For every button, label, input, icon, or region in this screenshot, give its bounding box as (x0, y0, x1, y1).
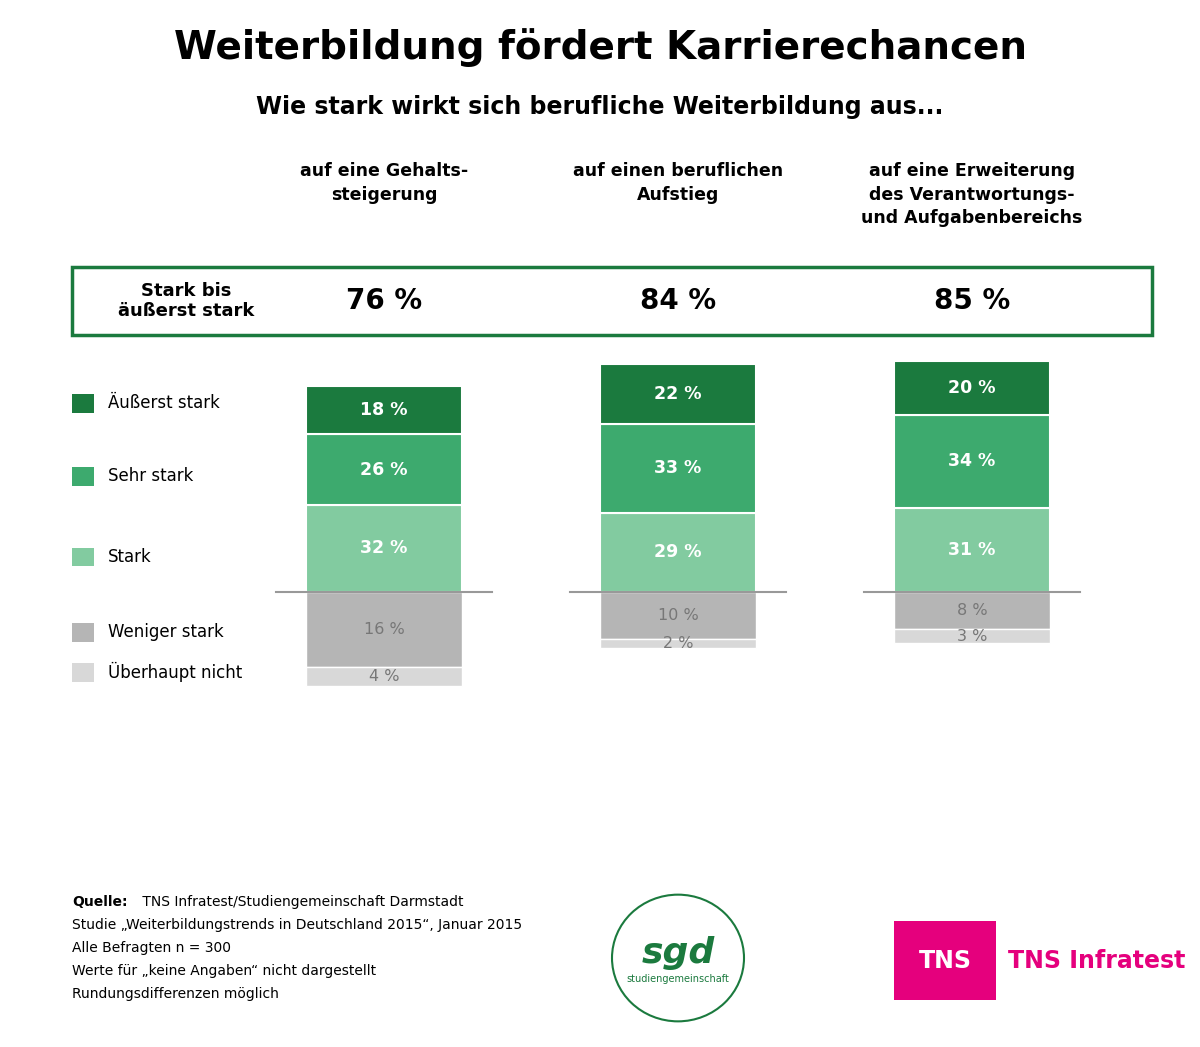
Text: 76 %: 76 % (346, 287, 422, 315)
Text: 31 %: 31 % (948, 540, 996, 558)
Text: Stark bis
äußerst stark: Stark bis äußerst stark (118, 282, 254, 320)
Text: 4 %: 4 % (368, 669, 400, 684)
Text: 18 %: 18 % (360, 401, 408, 419)
Text: 34 %: 34 % (948, 452, 996, 470)
Text: sgd: sgd (641, 936, 715, 970)
Bar (894, 592, 1050, 629)
Text: Weiterbildung fördert Karrierechancen: Weiterbildung fördert Karrierechancen (174, 27, 1026, 67)
Bar (894, 629, 1050, 643)
Text: TNS: TNS (918, 949, 972, 973)
Text: auf eine Gehalts-
steigerung: auf eine Gehalts- steigerung (300, 162, 468, 204)
Bar (894, 416, 1050, 508)
Text: Studie „Weiterbildungstrends in Deutschland 2015“, Januar 2015: Studie „Weiterbildungstrends in Deutschl… (72, 918, 522, 932)
Text: 33 %: 33 % (654, 460, 702, 477)
Text: Werte für „keine Angaben“ nicht dargestellt: Werte für „keine Angaben“ nicht dargeste… (72, 964, 376, 978)
Bar (306, 667, 462, 686)
Bar (600, 513, 756, 592)
Bar (894, 361, 1050, 416)
Bar (894, 508, 1050, 592)
Text: Rundungsdifferenzen möglich: Rundungsdifferenzen möglich (72, 987, 278, 1001)
Bar (72, 663, 94, 682)
Text: 8 %: 8 % (956, 603, 988, 618)
Bar (600, 639, 756, 648)
Bar (72, 548, 94, 566)
Text: studiengemeinschaft: studiengemeinschaft (626, 974, 730, 984)
Text: 20 %: 20 % (948, 379, 996, 397)
Text: Weniger stark: Weniger stark (108, 623, 223, 642)
Text: TNS Infratest: TNS Infratest (1008, 949, 1186, 973)
Text: Wie stark wirkt sich berufliche Weiterbildung aus...: Wie stark wirkt sich berufliche Weiterbi… (257, 95, 943, 118)
Text: 26 %: 26 % (360, 461, 408, 478)
Bar (306, 592, 462, 667)
Text: 32 %: 32 % (360, 539, 408, 557)
Text: Äußerst stark: Äußerst stark (108, 394, 220, 413)
Bar (894, 921, 996, 1000)
Text: Stark: Stark (108, 548, 151, 566)
Bar (600, 364, 756, 424)
Bar (72, 394, 94, 413)
Text: 2 %: 2 % (662, 636, 694, 651)
Bar (72, 623, 94, 642)
Bar (306, 385, 462, 435)
Bar (306, 435, 462, 505)
Text: auf einen beruflichen
Aufstieg: auf einen beruflichen Aufstieg (572, 162, 784, 204)
Bar (72, 467, 94, 486)
Text: 85 %: 85 % (934, 287, 1010, 315)
Text: Quelle:: Quelle: (72, 895, 127, 909)
Text: TNS Infratest/Studiengemeinschaft Darmstadt: TNS Infratest/Studiengemeinschaft Darmst… (138, 895, 463, 909)
Text: 3 %: 3 % (956, 629, 988, 644)
Bar (600, 592, 756, 639)
Text: 10 %: 10 % (658, 607, 698, 623)
Bar (72, 267, 1152, 335)
Text: Überhaupt nicht: Überhaupt nicht (108, 662, 242, 683)
Bar (600, 424, 756, 513)
Text: Alle Befragten n = 300: Alle Befragten n = 300 (72, 941, 230, 955)
Text: 16 %: 16 % (364, 622, 404, 637)
Text: 22 %: 22 % (654, 384, 702, 403)
Text: Sehr stark: Sehr stark (108, 467, 193, 486)
Text: auf eine Erweiterung
des Verantwortungs-
und Aufgabenbereichs: auf eine Erweiterung des Verantwortungs-… (862, 162, 1082, 227)
Bar (306, 505, 462, 592)
Text: 29 %: 29 % (654, 543, 702, 561)
Text: 84 %: 84 % (640, 287, 716, 315)
